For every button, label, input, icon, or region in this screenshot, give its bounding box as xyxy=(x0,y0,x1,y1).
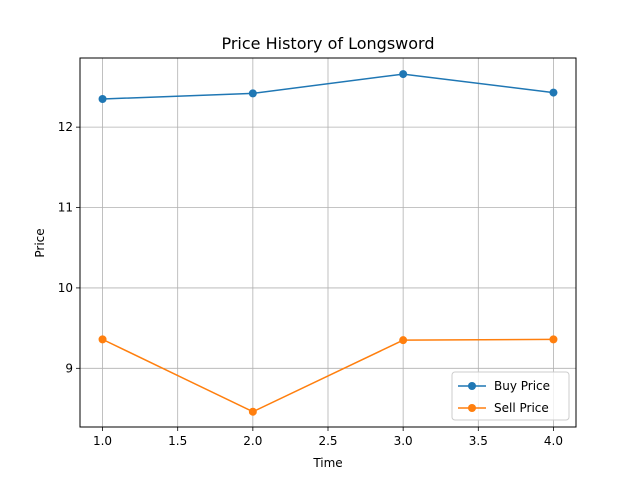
x-axis-title: Time xyxy=(312,456,342,470)
sell-price-point xyxy=(98,335,107,344)
x-tick-label: 3.5 xyxy=(469,434,488,448)
x-tick-label: 2.5 xyxy=(318,434,337,448)
legend-label-sell-price: Sell Price xyxy=(494,401,549,415)
sell-price-point xyxy=(549,335,558,344)
x-tick-label: 4.0 xyxy=(544,434,563,448)
y-tick-label: 12 xyxy=(58,120,73,134)
buy-price-point xyxy=(399,70,408,79)
buy-price-point xyxy=(98,95,107,103)
buy-price-point xyxy=(248,89,257,98)
axis-ticks: 1.0 1.5 2.0 2.5 3.0 3.5 4.0 9 10 11 12 xyxy=(58,120,563,448)
y-tick-label: 11 xyxy=(58,201,73,215)
chart-title: Price History of Longsword xyxy=(221,34,434,53)
y-tick-label: 10 xyxy=(58,281,73,295)
legend-marker-buy-price xyxy=(468,382,476,390)
sell-price-point xyxy=(399,336,408,345)
y-axis-title: Price xyxy=(33,228,47,257)
legend-marker-sell-price xyxy=(468,404,476,412)
x-tick-label: 2.0 xyxy=(243,434,262,448)
legend-label-buy-price: Buy Price xyxy=(494,379,550,393)
series-layer xyxy=(98,70,558,416)
x-tick-label: 1.5 xyxy=(168,434,187,448)
buy-price-point xyxy=(549,88,558,97)
sell-price-point xyxy=(248,407,257,416)
sell-price-line xyxy=(102,338,554,413)
buy-price-line xyxy=(102,73,554,100)
legend: Buy Price Sell Price xyxy=(451,371,570,421)
y-tick-label: 9 xyxy=(65,361,73,375)
x-tick-label: 1.0 xyxy=(93,434,112,448)
x-tick-label: 3.0 xyxy=(394,434,413,448)
